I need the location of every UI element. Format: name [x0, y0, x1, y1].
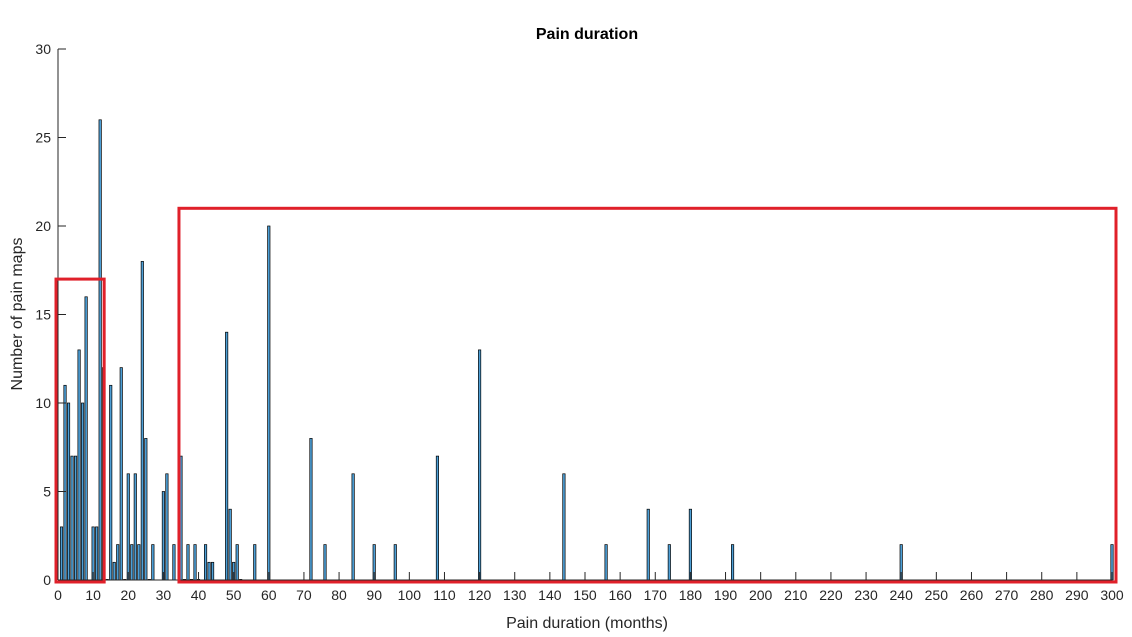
x-tick-label: 280	[1030, 587, 1054, 603]
bar	[137, 544, 141, 581]
bar	[207, 561, 211, 581]
x-tick-label: 80	[331, 587, 347, 603]
bar	[646, 508, 650, 581]
chart-title: Pain duration	[536, 26, 638, 43]
bar	[193, 544, 197, 581]
x-tick-label: 200	[749, 587, 773, 603]
x-tick-label: 10	[85, 587, 101, 603]
bar	[172, 544, 176, 581]
bar	[309, 438, 313, 581]
y-tick-label: 0	[43, 572, 51, 588]
bar	[59, 526, 64, 581]
bar	[140, 261, 144, 581]
x-tick-label: 160	[608, 587, 632, 603]
bar	[731, 544, 735, 581]
bar	[393, 544, 397, 581]
x-tick-label: 140	[538, 587, 562, 603]
y-tick-label: 25	[35, 130, 51, 146]
x-tick-label: 230	[854, 587, 878, 603]
x-tick-label: 300	[1100, 587, 1124, 603]
x-tick-label: 70	[296, 587, 312, 603]
bar	[211, 561, 215, 581]
bar	[323, 544, 327, 581]
x-tick-label: 270	[995, 587, 1019, 603]
y-tick-label: 15	[35, 307, 51, 323]
x-tick-label: 240	[890, 587, 914, 603]
bar	[604, 544, 608, 581]
y-tick-label: 20	[35, 218, 51, 234]
x-tick-label: 130	[503, 587, 527, 603]
x-tick-label: 250	[925, 587, 949, 603]
x-tick-label: 120	[468, 587, 492, 603]
bar	[267, 225, 271, 581]
x-tick-label: 220	[819, 587, 843, 603]
bar	[435, 455, 439, 581]
bar	[66, 402, 71, 581]
x-tick-label: 290	[1065, 587, 1089, 603]
x-tick-label: 50	[226, 587, 242, 603]
y-tick-label: 30	[35, 41, 51, 57]
x-tick-label: 40	[191, 587, 207, 603]
bar	[81, 402, 85, 581]
highlight-boxes	[54, 206, 1118, 584]
bar	[63, 384, 67, 581]
bar	[70, 455, 74, 581]
bar	[112, 561, 116, 581]
y-tick-label: 10	[35, 395, 51, 411]
bar	[133, 473, 137, 581]
x-tick-label: 210	[784, 587, 808, 603]
x-tick-label: 100	[398, 587, 422, 603]
bar	[116, 544, 120, 581]
bar	[109, 384, 113, 581]
bar	[253, 544, 257, 581]
x-tick-label: 90	[366, 587, 382, 603]
bar	[225, 331, 229, 581]
bar	[161, 491, 165, 581]
bar	[351, 473, 355, 581]
bar	[186, 544, 190, 581]
bar	[77, 349, 81, 581]
bar	[165, 473, 169, 581]
x-tick-label: 110	[433, 587, 456, 603]
bar	[235, 544, 239, 581]
x-tick-label: 170	[644, 587, 668, 603]
bar	[84, 296, 88, 581]
x-tick-label: 180	[679, 587, 703, 603]
bar	[95, 526, 99, 581]
bar	[688, 508, 692, 581]
bar	[562, 473, 566, 581]
bar	[74, 455, 78, 581]
bar	[98, 119, 102, 581]
y-axis-label: Number of pain maps	[9, 238, 26, 391]
y-tick-label: 5	[43, 484, 51, 500]
x-axis-label: Pain duration (months)	[506, 615, 668, 632]
bar	[204, 544, 208, 581]
bar	[667, 544, 671, 581]
x-tick-label: 260	[960, 587, 984, 603]
bar	[478, 349, 482, 581]
x-tick-label: 190	[714, 587, 738, 603]
x-tick-label: 30	[156, 587, 172, 603]
bar	[130, 544, 134, 581]
x-tick-label: 60	[261, 587, 277, 603]
bar	[228, 508, 232, 581]
highlight-box	[54, 277, 106, 584]
x-tick-label: 20	[120, 587, 136, 603]
bars-group	[59, 119, 1114, 581]
x-tick-label: 0	[54, 587, 62, 603]
bar	[151, 544, 155, 581]
bar	[119, 367, 123, 581]
highlight-box	[177, 206, 1118, 584]
bar	[144, 438, 148, 581]
x-tick-label: 150	[573, 587, 597, 603]
bar	[126, 473, 130, 581]
